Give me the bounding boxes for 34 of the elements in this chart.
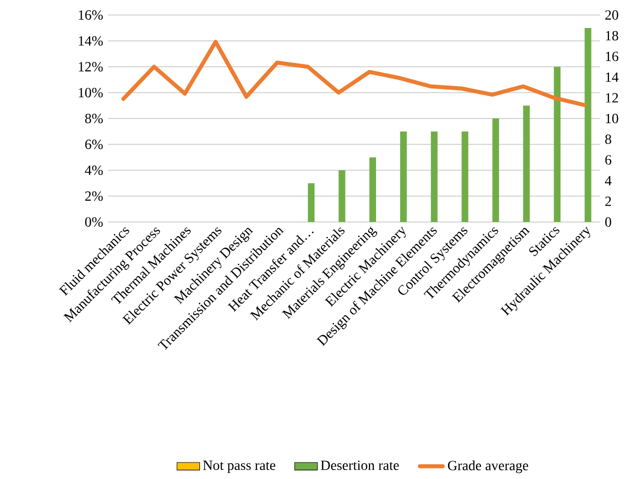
legend-label: Desertion rate [320, 460, 399, 470]
y2-tick-label: 2 [605, 196, 611, 206]
bar [584, 28, 592, 222]
y2-tick-label: 18 [606, 30, 618, 40]
y-tick-label: 2% [85, 191, 103, 201]
y-tick-label: 10% [78, 88, 103, 98]
bar [492, 118, 500, 222]
bar [554, 66, 561, 222]
y2-tick-label: 8 [605, 134, 612, 144]
y-tick-label: 12% [78, 62, 103, 72]
legend-label: Grade average [448, 460, 528, 474]
y-tick-label: 8% [85, 114, 103, 124]
y2-tick-label: 14 [606, 72, 618, 82]
y2-tick-label: 10 [606, 114, 618, 124]
y-tick-label: 0% [85, 217, 103, 227]
bar [430, 131, 438, 222]
bar [308, 183, 315, 222]
legend-label: Not pass rate [203, 460, 276, 473]
y2-tick-label: 0 [605, 217, 612, 227]
y-tick-label: 4% [84, 166, 103, 176]
bar [523, 106, 530, 222]
y2-tick-label: 6 [605, 155, 612, 165]
y2-tick-label: 12 [606, 93, 618, 102]
y2-tick-label: 20 [605, 10, 618, 20]
line-series [121, 40, 587, 108]
y-tick-label: 6% [85, 140, 103, 150]
bar [462, 131, 468, 222]
bar [338, 170, 346, 222]
y-tick-label: 16% [78, 10, 103, 20]
y2-tick-label: 16 [606, 52, 618, 62]
y-tick-label: 14% [78, 36, 103, 46]
bar [369, 157, 376, 222]
y2-tick-label: 4 [604, 176, 612, 186]
bar [400, 131, 407, 222]
